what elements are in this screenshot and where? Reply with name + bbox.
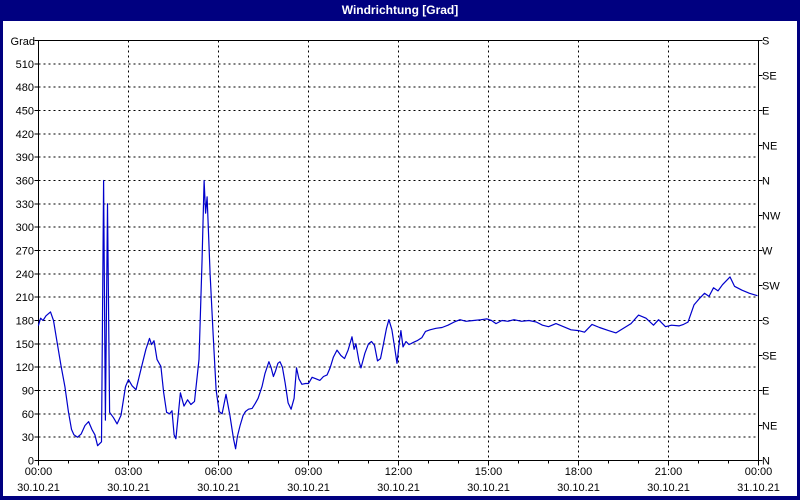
x-axis-time-label: 06:00 [205,466,233,478]
y-axis-label: 330 [16,199,34,211]
compass-label: NE [762,141,777,153]
title-bar: Windrichtung [Grad] [0,0,800,21]
compass-label: NE [762,421,777,433]
compass-label: W [762,246,773,258]
x-axis-time-label: 00:00 [745,466,773,478]
x-axis-time-label: 18:00 [565,466,593,478]
compass-label: SE [762,71,777,83]
y-axis-label: 150 [16,339,34,351]
y-axis-label: 510 [16,59,34,71]
y-axis-label: 360 [16,176,34,188]
window-title: Windrichtung [Grad] [341,3,459,17]
x-axis-date-label: 30.10.21 [287,482,330,494]
compass-label: NW [762,211,781,223]
compass-label: E [762,106,769,118]
x-axis-date-label: 31.10.21 [737,482,780,494]
x-axis-time-label: 03:00 [115,466,143,478]
y-axis-label: 240 [16,269,34,281]
compass-label: E [762,386,769,398]
y-axis-label: 60 [22,409,34,421]
y-axis-label: 300 [16,222,34,234]
data-line [37,179,758,450]
x-axis-time-label: 00:00 [25,466,53,478]
compass-label: SE [762,351,777,363]
y-axis-label: 120 [16,362,34,374]
y-axis-label: 210 [16,292,34,304]
compass-label: S [762,316,769,328]
compass-label: N [762,176,770,188]
y-axis-label: 450 [16,106,34,118]
compass-label: N [762,456,770,468]
x-axis-date-label: 30.10.21 [17,482,60,494]
x-axis-date-label: 30.10.21 [377,482,420,494]
x-axis-time-label: 21:00 [655,466,683,478]
y-axis-label: 270 [16,246,34,258]
y-axis-label: 480 [16,82,34,94]
compass-label: S [762,36,769,48]
y-axis-label: 180 [16,316,34,328]
x-axis-time-label: 09:00 [295,466,323,478]
y-axis-label: 0 [28,456,34,468]
x-axis-date-label: 30.10.21 [647,482,690,494]
x-axis-date-label: 30.10.21 [107,482,150,494]
compass-label: SW [762,281,780,293]
y-axis-label: 390 [16,152,34,164]
x-axis-date-label: 30.10.21 [467,482,510,494]
grad-axis-title: Grad [11,36,35,48]
x-axis-time-label: 15:00 [475,466,503,478]
x-axis-date-label: 30.10.21 [557,482,600,494]
x-axis-time-label: 12:00 [385,466,413,478]
x-axis-date-label: 30.10.21 [197,482,240,494]
y-axis-label: 420 [16,129,34,141]
plot-background [3,21,797,496]
y-axis-label: 30 [22,432,34,444]
y-axis-label: 90 [22,386,34,398]
